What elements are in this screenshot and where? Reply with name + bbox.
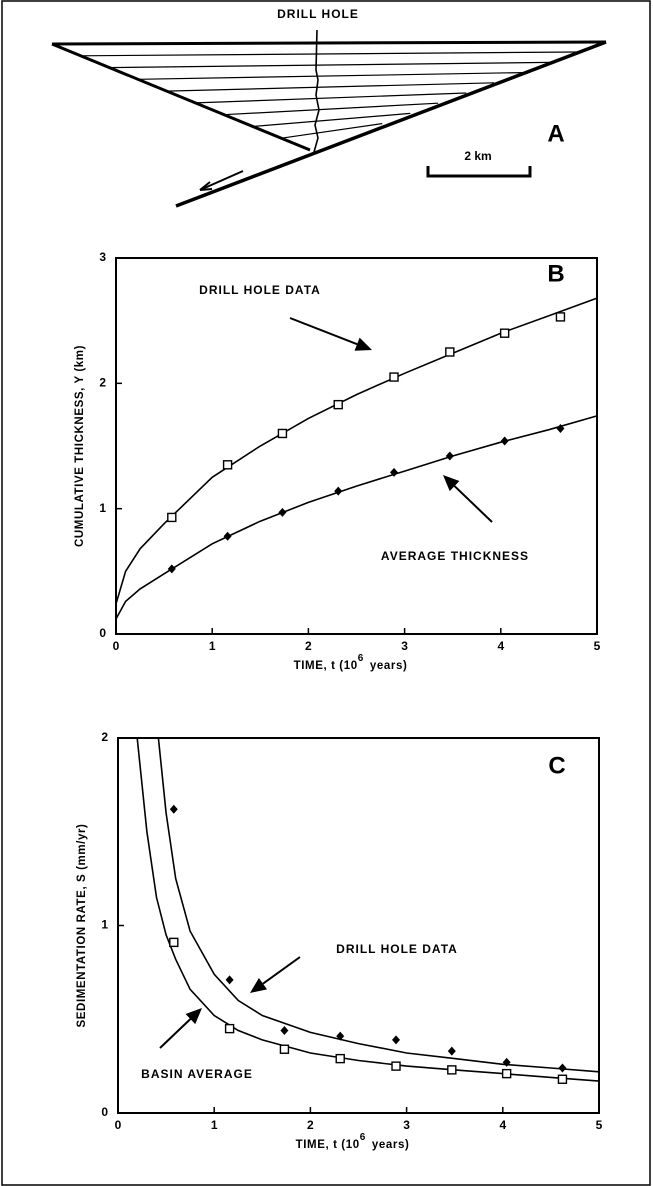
square-point — [499, 328, 510, 338]
y-tick-label: 2 — [101, 730, 108, 744]
x-tick-label: 2 — [307, 1118, 314, 1132]
cross-section — [51, 29, 607, 208]
diamond-point — [502, 1057, 511, 1067]
diagram-title: DRILL HOLE — [277, 7, 359, 21]
diamond-point — [447, 1046, 456, 1056]
arrow-shaft — [289, 317, 358, 346]
x-axis-label-text: TIME, t (10 — [294, 660, 358, 672]
diamond-point — [278, 507, 287, 517]
diamond-point — [225, 975, 234, 985]
diamond-point — [445, 451, 454, 461]
diamond-point — [390, 467, 399, 477]
x-tick-label: 1 — [211, 1118, 218, 1132]
x-axis-label-exponent: 6 — [358, 653, 364, 664]
y-tick-label: 1 — [99, 501, 106, 515]
arrow-head — [443, 475, 460, 492]
y-tick-label: 0 — [99, 626, 106, 640]
diamond-point — [556, 423, 565, 433]
arrow-shaft — [159, 1018, 192, 1049]
x-tick-label: 3 — [401, 639, 408, 653]
x-tick-label: 4 — [497, 639, 504, 653]
curve — [157, 737, 600, 1073]
panel-label: A — [547, 120, 564, 147]
square-point — [167, 512, 177, 523]
x-tick-label: 2 — [305, 639, 312, 653]
diamond-point — [500, 436, 509, 446]
diamond-point — [169, 804, 178, 814]
y-tick-label: 3 — [99, 250, 106, 264]
arrow-head — [185, 1008, 202, 1025]
curve — [136, 737, 600, 1082]
arrow-head — [250, 977, 268, 993]
scale-label: 2 km — [464, 149, 491, 163]
annotation: AVERAGE THICKNESS — [381, 549, 529, 563]
square-point — [555, 312, 566, 322]
x-axis-label-unit: years) — [372, 1139, 410, 1151]
x-tick-label: 0 — [113, 639, 120, 653]
square-point — [222, 460, 233, 470]
square-point — [447, 1065, 457, 1075]
panel-label: C — [548, 752, 565, 779]
square-point — [557, 1074, 568, 1084]
annotation: BASIN AVERAGE — [141, 1067, 253, 1081]
diamond-point — [167, 564, 176, 574]
arrow-shaft — [262, 956, 301, 985]
x-axis-label-text: TIME, t (10 — [296, 1139, 360, 1151]
square-point — [277, 428, 288, 439]
square-point — [169, 937, 179, 948]
plot-frame — [117, 737, 600, 1114]
y-axis-label: CUMULATIVE THICKNESS, Y (km) — [74, 345, 86, 547]
y-tick-label: 0 — [101, 1105, 108, 1119]
x-axis-label: TIME, t (106 years) — [296, 1132, 410, 1151]
x-tick-label: 0 — [115, 1118, 122, 1132]
arrow-head — [354, 337, 372, 351]
diamond-point — [334, 486, 343, 496]
diamond-point — [392, 1035, 401, 1045]
y-axis-label: SEDIMENTATION RATE, S (mm/yr) — [76, 824, 88, 1028]
annotation: DRILL HOLE DATA — [199, 283, 321, 297]
arrow-shaft — [453, 485, 493, 523]
y-tick-label: 2 — [99, 376, 106, 390]
square-point — [389, 372, 399, 382]
x-axis-label-unit: years) — [370, 660, 408, 672]
plot-frame — [115, 257, 598, 635]
diamond-point — [336, 1031, 345, 1041]
square-point — [335, 1053, 345, 1064]
x-tick-label: 3 — [403, 1118, 410, 1132]
x-axis-label: TIME, t (106 years) — [294, 653, 408, 672]
annotation: DRILL HOLE DATA — [336, 942, 458, 956]
square-point — [391, 1061, 401, 1071]
square-point — [333, 399, 343, 410]
x-tick-label: 5 — [594, 639, 601, 653]
square-point — [279, 1044, 290, 1054]
square-point — [224, 1023, 235, 1034]
diamond-point — [280, 1026, 289, 1035]
square-point — [501, 1068, 512, 1079]
x-tick-label: 1 — [209, 639, 216, 653]
diamond-point — [223, 531, 232, 541]
diamond-point — [558, 1063, 567, 1073]
x-axis-label-exponent: 6 — [360, 1132, 366, 1143]
y-tick-label: 1 — [101, 918, 108, 932]
curve — [115, 415, 598, 620]
square-point — [445, 347, 455, 357]
x-tick-label: 4 — [499, 1118, 506, 1132]
panel-label: B — [547, 260, 564, 287]
x-tick-label: 5 — [596, 1118, 603, 1132]
